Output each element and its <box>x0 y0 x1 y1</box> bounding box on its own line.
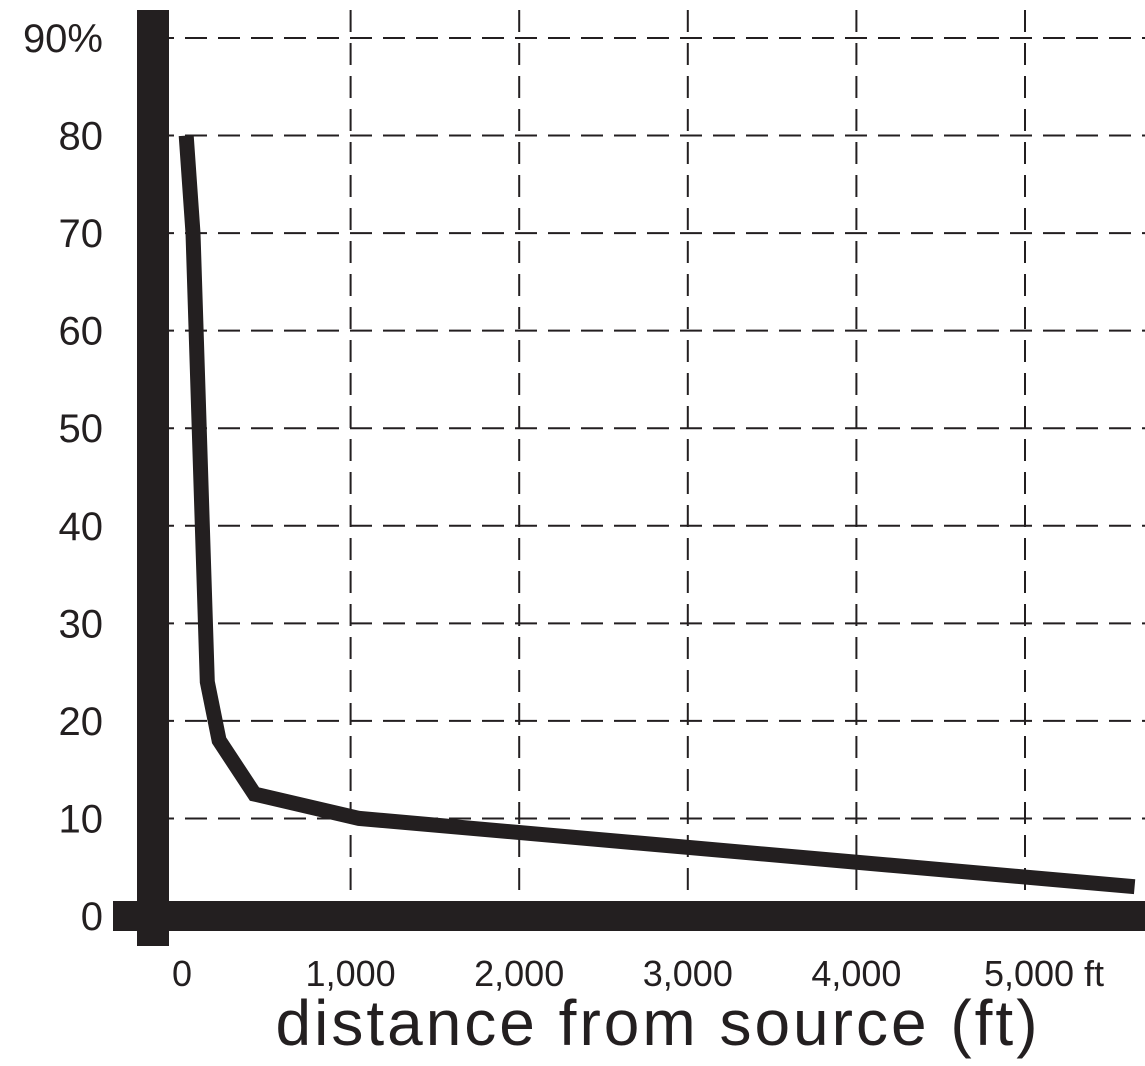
x-axis-title: distance from source (ft) <box>276 987 1041 1059</box>
y-tick-label-40: 40 <box>59 505 104 549</box>
x-tick-label-4000: 4,000 <box>811 953 901 994</box>
y-axis-line <box>137 10 169 946</box>
gridlines <box>152 10 1145 900</box>
x-tick-labels: 0 1,000 2,000 3,000 4,000 5,000 ft <box>172 953 1104 994</box>
y-tick-label-50: 50 <box>59 407 104 451</box>
y-tick-label-90: 90% <box>23 17 103 61</box>
series-line-0 <box>178 135 1136 895</box>
x-tick-label-0: 0 <box>172 953 192 994</box>
x-tick-label-2000: 2,000 <box>474 953 564 994</box>
x-tick-label-3000: 3,000 <box>643 953 733 994</box>
y-tick-label-30: 30 <box>59 602 104 646</box>
y-tick-label-20: 20 <box>59 700 104 744</box>
y-tick-label-70: 70 <box>59 212 104 256</box>
y-tick-labels: 0 10 20 30 40 50 60 70 80 90% <box>23 17 103 939</box>
x-tick-label-5000: 5,000 ft <box>984 953 1104 994</box>
y-tick-label-80: 80 <box>59 115 104 159</box>
x-axis-line <box>113 901 1145 931</box>
y-tick-label-60: 60 <box>59 310 104 354</box>
axes <box>113 10 1145 946</box>
y-tick-label-0: 0 <box>81 895 103 939</box>
y-tick-label-10: 10 <box>59 797 104 841</box>
x-tick-label-1000: 1,000 <box>306 953 396 994</box>
data-series <box>178 135 1136 895</box>
